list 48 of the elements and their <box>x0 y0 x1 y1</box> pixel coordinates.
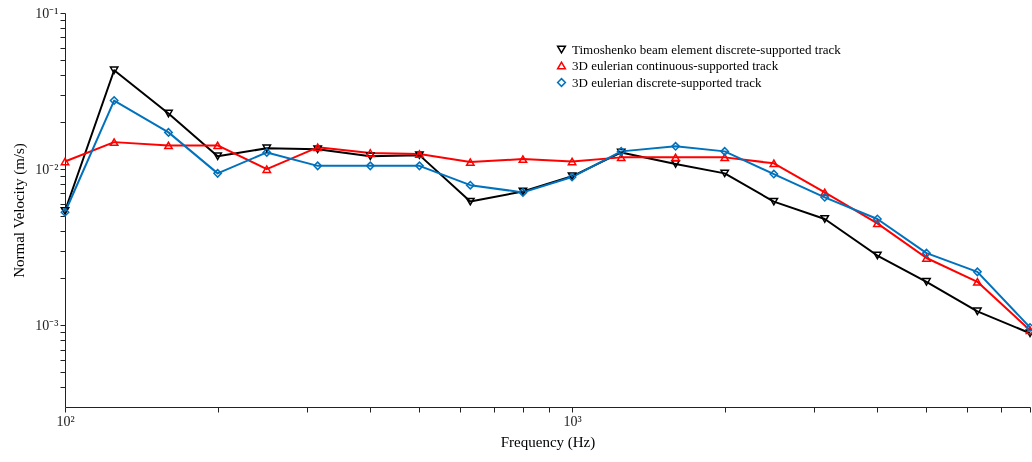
point <box>720 169 730 178</box>
point <box>262 165 272 174</box>
point <box>213 141 223 150</box>
point <box>518 155 528 164</box>
point <box>365 152 375 161</box>
point <box>109 66 119 75</box>
point <box>720 146 730 156</box>
y-tick-label: 10⁻³ <box>35 317 59 333</box>
point <box>922 248 931 258</box>
point <box>109 96 119 106</box>
point <box>820 192 830 202</box>
point <box>213 152 223 161</box>
point <box>313 161 323 171</box>
x-tick-label: 10³ <box>563 413 582 429</box>
point <box>972 307 982 316</box>
y-tick-label: 10⁻¹ <box>35 5 59 21</box>
point <box>769 169 779 179</box>
point <box>972 277 982 286</box>
point <box>972 267 982 277</box>
x-tick-label: 10² <box>56 413 75 429</box>
point <box>262 144 272 153</box>
y-tick-label: 10⁻² <box>35 161 59 177</box>
legend-label: 3D eulerian continuous-supported track <box>572 57 779 73</box>
point <box>60 157 70 166</box>
point <box>213 168 223 178</box>
point <box>872 214 882 224</box>
point <box>465 180 475 190</box>
legend-label: Timoshenko beam element discrete-supported track <box>572 41 842 57</box>
point <box>365 149 375 157</box>
point <box>414 161 424 171</box>
point <box>465 197 475 206</box>
point <box>820 214 830 223</box>
point <box>365 161 375 171</box>
point <box>872 219 882 228</box>
point <box>922 254 931 262</box>
point <box>922 277 931 286</box>
legend-label: 3D eulerian discrete-supported track <box>572 74 762 90</box>
x-axis-title: Frequency (Hz) <box>500 433 596 451</box>
y-axis-title: Normal Velocity (m/s) <box>11 143 29 278</box>
point <box>465 158 475 167</box>
point <box>567 157 577 166</box>
point <box>109 138 119 147</box>
point <box>872 251 882 260</box>
point <box>820 188 830 197</box>
point <box>769 197 779 206</box>
point <box>616 153 626 162</box>
point <box>720 153 730 162</box>
point <box>769 159 779 168</box>
